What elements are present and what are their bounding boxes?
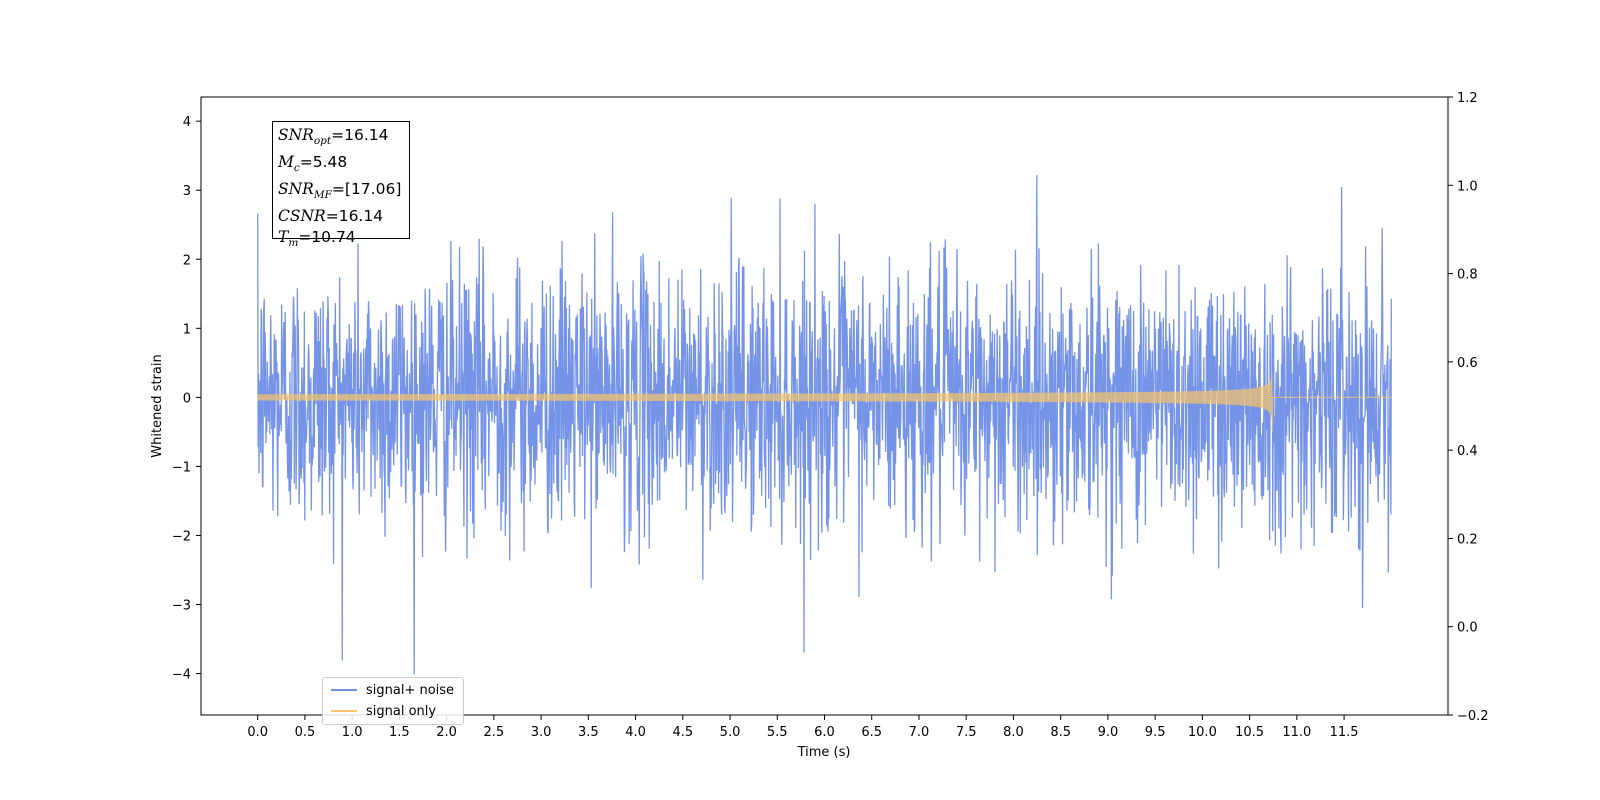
x-tick-label: 2.0 (436, 725, 457, 740)
y-tick-label: −3 (172, 599, 191, 614)
x-tick-label: 9.5 (1145, 725, 1166, 740)
x-tick-label: 0.0 (247, 725, 268, 740)
plot-area (257, 175, 1392, 675)
y-tick-label: −2 (172, 529, 191, 544)
x-axis-label: Time (s) (797, 745, 851, 760)
legend-label-signal-only: signal only (366, 703, 437, 719)
y2-tick-label: 0.0 (1457, 621, 1478, 636)
y2-tick-label: 1.0 (1457, 179, 1478, 194)
y-tick-label: 1 (183, 322, 191, 337)
x-tick-label: 5.0 (720, 725, 741, 740)
x-tick-label: 10.0 (1188, 725, 1217, 740)
y2-tick-label: −0.2 (1457, 709, 1489, 724)
x-tick-label: 8.0 (1003, 725, 1024, 740)
csnr-line: CSNR=16.14 (278, 207, 384, 226)
snr-opt-line: SNRopt=16.14 (278, 126, 389, 148)
y-axis: 4 3 2 1 0 −1 −2 −3 −4 (172, 115, 201, 683)
legend-swatch-signal-only (331, 710, 357, 712)
y2-tick-label: 0.6 (1457, 356, 1478, 371)
x-axis: 0.0 0.5 1.0 1.5 2.0 2.5 3.0 3.5 4.0 4.5 5.0 5.5 6.0 6… (247, 715, 1359, 740)
x-tick-label: 0.5 (295, 725, 316, 740)
x-tick-label: 1.0 (342, 725, 363, 740)
snr-annotation-box: SNRopt=16.14 Mc=5.48 SNRMF=[17.06] CSNR=… (272, 121, 410, 249)
legend-item-signal-noise: signal+ noise (331, 681, 454, 699)
x-tick-label: 8.5 (1050, 725, 1071, 740)
x-tick-label: 2.5 (484, 725, 505, 740)
snr-mf-line: SNRMF=[17.06] (278, 180, 402, 202)
x-tick-label: 3.5 (578, 725, 599, 740)
x-tick-label: 11.0 (1282, 725, 1311, 740)
y2-tick-label: 0.2 (1457, 532, 1478, 547)
legend-item-signal-only: signal only (331, 702, 436, 720)
y2-tick-label: 1.2 (1457, 91, 1478, 106)
x-tick-label: 7.5 (956, 725, 977, 740)
x-tick-label: 4.0 (625, 725, 646, 740)
y-axis-label: Whitened strain (150, 354, 165, 457)
series-signal-noise-line (257, 175, 1392, 675)
x-tick-label: 9.0 (1098, 725, 1119, 740)
y-tick-label: 2 (183, 253, 191, 268)
x-tick-label: 4.5 (672, 725, 693, 740)
tm-line: Tm=10.74 (278, 228, 356, 250)
y-tick-label: 3 (183, 184, 191, 199)
x-tick-label: 6.0 (814, 725, 835, 740)
y-tick-label: 4 (183, 115, 191, 130)
x-tick-label: 7.0 (909, 725, 930, 740)
x-tick-label: 10.5 (1235, 725, 1264, 740)
y2-tick-label: 0.4 (1457, 444, 1478, 459)
series-signal-only-line (257, 373, 1392, 432)
y-tick-label: −1 (172, 460, 191, 475)
x-tick-label: 1.5 (389, 725, 410, 740)
y2-axis: 1.2 1.0 0.8 0.6 0.4 0.2 0.0 −0.2 (1448, 91, 1489, 724)
y-tick-label: −4 (172, 668, 191, 683)
legend-swatch-signal-noise (331, 689, 357, 691)
x-tick-label: 11.5 (1330, 725, 1359, 740)
legend: signal+ noise signal only (322, 677, 464, 725)
mc-line: Mc=5.48 (278, 153, 348, 175)
y2-tick-label: 0.8 (1457, 268, 1478, 283)
x-tick-label: 3.0 (531, 725, 552, 740)
y-tick-label: 0 (183, 391, 191, 406)
x-tick-label: 5.5 (767, 725, 788, 740)
legend-label-signal-noise: signal+ noise (366, 682, 455, 698)
x-tick-label: 6.5 (861, 725, 882, 740)
